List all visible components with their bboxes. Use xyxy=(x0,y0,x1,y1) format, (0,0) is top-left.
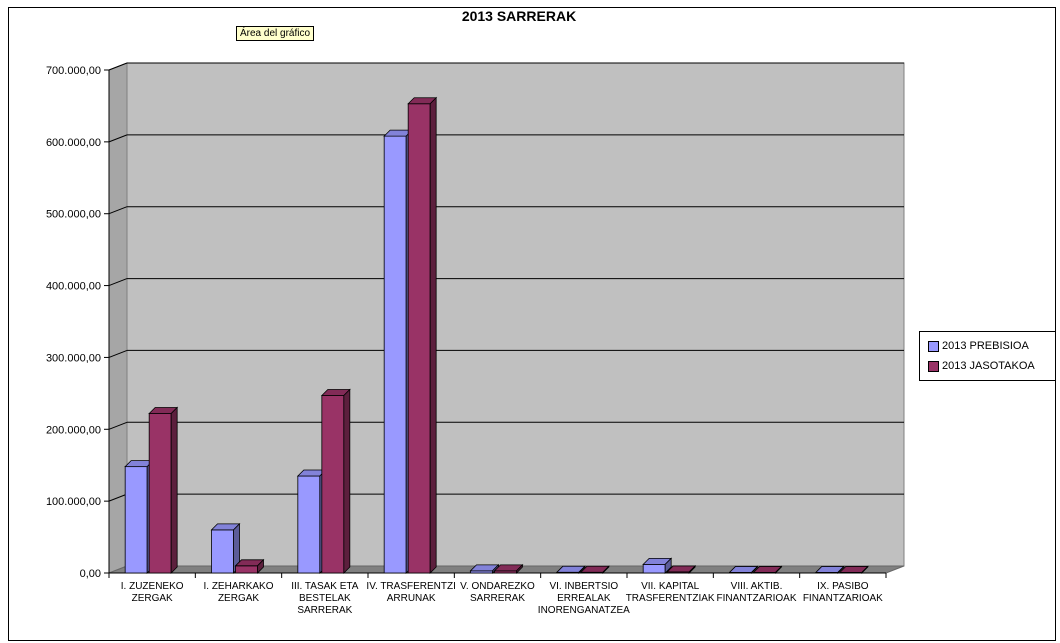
y-tick-label: 100.000,00 xyxy=(46,496,101,508)
x-tick-label: VIII. AKTIB. FINANTZARIOAK xyxy=(716,581,796,604)
x-tick-label-line: VI. INBERTSIO xyxy=(549,581,618,592)
y-tick-label: 400.000,00 xyxy=(46,281,101,293)
bar-jasotakoa xyxy=(321,395,345,574)
x-tick-label: IX. PASIBO FINANTZARIOAK xyxy=(803,581,883,604)
x-tick-label-line: ARRUNAK xyxy=(387,593,436,604)
legend-swatch-jasotakoa xyxy=(928,360,939,372)
bar-side-jasotakoa xyxy=(170,406,178,574)
y-tick-label: 300.000,00 xyxy=(46,352,101,364)
x-tick-label: VI. INBERTSIO ERREALAK INORENGANATZEA xyxy=(538,581,630,616)
x-tick-label-line: VII. KAPITAL xyxy=(641,581,700,592)
bar-prebisioa xyxy=(211,529,234,574)
x-tick-label-line: SARRERAK xyxy=(297,605,352,616)
x-tick-label-line: I. ZEHARKAKO xyxy=(203,581,273,592)
bar-side-jasotakoa xyxy=(429,96,437,574)
bar-side-jasotakoa xyxy=(516,563,523,574)
x-tick-label: VII. KAPITAL TRASFERENTZIAK xyxy=(626,581,715,604)
x-tick-label-line: ERREALAK xyxy=(557,593,611,604)
gridline-side xyxy=(108,206,128,215)
x-tick-label-line: BESTELAK xyxy=(299,593,351,604)
bar-side-jasotakoa xyxy=(602,565,610,574)
x-tick-label-line: INORENGANATZEA xyxy=(538,605,630,616)
gridline-side xyxy=(108,349,128,358)
gridline-side xyxy=(108,134,128,143)
x-tick-label: IV. TRASFERENTZI ARRUNAK xyxy=(366,581,455,604)
y-tick-label: 0,00 xyxy=(80,568,101,580)
x-tick-label-line: III. TASAK ETA xyxy=(291,581,359,592)
x-tick-label-line: ZERGAK xyxy=(218,593,259,604)
x-tick-label: I. ZUZENEKO ZERGAK xyxy=(121,581,184,604)
x-tick-label: I. ZEHARKAKO ZERGAK xyxy=(203,581,273,604)
bar-jasotakoa xyxy=(407,103,431,574)
bar-jasotakoa xyxy=(235,565,258,574)
chart-frame: 0,00 100.000,00 200.000,00 300.000,00 400.00… xyxy=(8,7,1056,641)
bar-side-prebisioa xyxy=(664,557,672,574)
x-tick-label-line: VIII. AKTIB. xyxy=(731,581,783,592)
bar-prebisioa xyxy=(383,135,407,574)
x-tick-label: III. TASAK ETA BESTELAK SARRERAK xyxy=(291,581,359,616)
bar-side-prebisioa xyxy=(751,565,758,574)
chart-area-tooltip: Área del gráfico xyxy=(236,26,315,41)
legend-item-prebisioa[interactable]: 2013 PREBISIOA xyxy=(928,340,1029,354)
gridline-side xyxy=(108,62,128,71)
bar-prebisioa xyxy=(297,475,321,574)
plot-back-wall xyxy=(126,62,905,567)
bar-prebisioa xyxy=(642,563,666,574)
gridline-side xyxy=(108,278,128,287)
x-tick-label-line: IV. TRASFERENTZI xyxy=(366,581,455,592)
chart-canvas: 0,00 100.000,00 200.000,00 300.000,00 400.00… xyxy=(46,62,905,616)
plot-side-wall xyxy=(108,62,128,574)
x-tick-label-line: FINANTZARIOAK xyxy=(716,593,796,604)
y-tick-label: 200.000,00 xyxy=(46,424,101,436)
legend-swatch-prebisioa xyxy=(928,340,939,352)
x-tick-label-line: FINANTZARIOAK xyxy=(803,593,883,604)
bar-side-jasotakoa xyxy=(343,388,351,574)
bar-side-jasotakoa xyxy=(688,564,696,574)
bar-prebisioa xyxy=(124,466,148,574)
x-tick-label-line: ZERGAK xyxy=(132,593,173,604)
x-tick-label-line: V. ONDAREZKO xyxy=(460,581,535,592)
bar-jasotakoa xyxy=(148,413,172,574)
legend-item-jasotakoa[interactable]: 2013 JASOTAKOA xyxy=(928,360,1035,374)
chart-title: 2013 SARRERAK xyxy=(461,8,577,24)
x-tick-label-line: IX. PASIBO xyxy=(817,581,869,592)
gridline-side xyxy=(108,421,128,430)
y-tick-label: 700.000,00 xyxy=(46,65,101,77)
x-tick-label-line: SARRERAK xyxy=(470,593,525,604)
bar-side-jasotakoa xyxy=(775,565,782,574)
bar-side-prebisioa xyxy=(837,565,845,574)
legend[interactable]: 2013 PREBISIOA 2013 JASOTAKOA xyxy=(919,331,1055,381)
bar-side-prebisioa xyxy=(578,565,586,574)
bar-side-jasotakoa xyxy=(861,565,869,574)
gridline-side xyxy=(108,493,128,502)
x-tick-label-line: I. ZUZENEKO xyxy=(121,581,184,592)
bar-side-jasotakoa xyxy=(257,558,264,574)
legend-label-prebisioa: 2013 PREBISIOA xyxy=(942,340,1029,353)
legend-label-jasotakoa: 2013 JASOTAKOA xyxy=(942,360,1035,373)
y-tick-label: 600.000,00 xyxy=(46,137,101,149)
x-tick-label: V. ONDAREZKO SARRERAK xyxy=(460,581,535,604)
x-tick-label-line: TRASFERENTZIAK xyxy=(626,593,715,604)
y-tick-label: 500.000,00 xyxy=(46,209,101,221)
